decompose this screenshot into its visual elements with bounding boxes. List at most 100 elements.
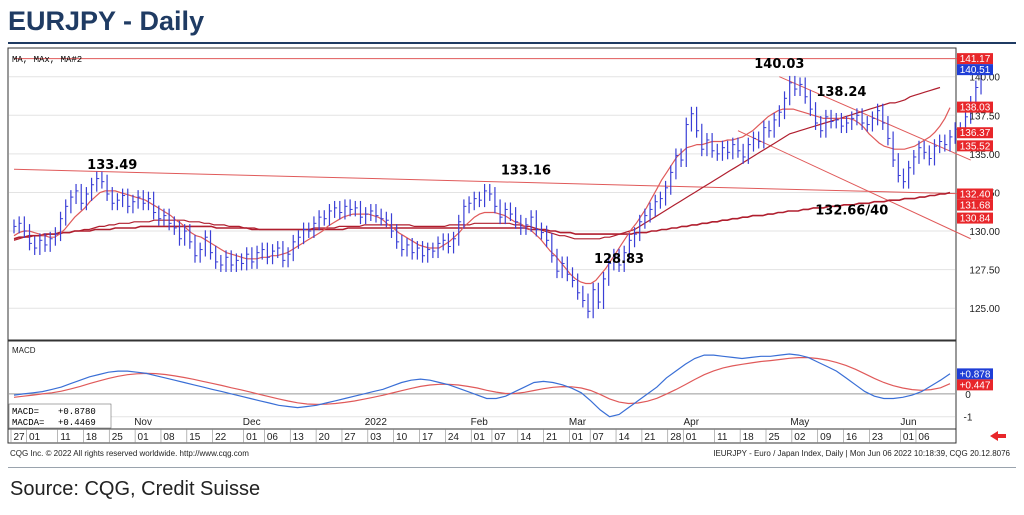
date-tick-label: 01 xyxy=(29,432,41,443)
page-title: EURJPY - Daily xyxy=(8,6,205,36)
price-value-label-box xyxy=(957,127,993,139)
date-tick-label: 06 xyxy=(267,432,279,443)
price-value-label: 136.37 xyxy=(960,128,991,139)
date-tick-label: 14 xyxy=(618,432,630,443)
trendline xyxy=(779,76,971,161)
date-tick-label: 23 xyxy=(872,432,884,443)
date-tick-label: 11 xyxy=(60,432,71,443)
date-tick-label: 07 xyxy=(593,432,605,443)
macd-readout-box xyxy=(8,403,112,429)
macd-line xyxy=(13,353,951,418)
price-value-label: 130.84 xyxy=(960,214,991,225)
macd-readout-value: +0.8780 xyxy=(58,407,96,417)
ma-short-line xyxy=(13,107,951,285)
date-tick-label: 08 xyxy=(163,432,175,443)
date-tick-label: 13 xyxy=(293,432,305,443)
price-value-label: 131.68 xyxy=(960,201,991,212)
price-tick-label: 127.50 xyxy=(969,266,1000,277)
legend-text: MA, MAx, MA#2 xyxy=(12,55,82,65)
price-value-label: 135.52 xyxy=(960,141,991,152)
date-tick-label: 21 xyxy=(546,432,558,443)
grid xyxy=(9,76,955,418)
date-tick-label: 01 xyxy=(686,432,698,443)
price-value-label: 141.17 xyxy=(960,54,991,65)
ma-medium-line xyxy=(13,86,941,241)
month-label: Nov xyxy=(134,417,152,428)
macd-tick-label: -1 xyxy=(964,413,973,424)
price-bars xyxy=(13,62,984,319)
macd-value-label-box xyxy=(957,379,993,391)
price-value-label-box xyxy=(957,212,993,224)
scroll-left-arrow-icon[interactable] xyxy=(990,431,1006,441)
ma-long-line xyxy=(13,191,951,240)
chart-svg: 133.49 133.16128.83140.03138.24132.66/40 … xyxy=(7,47,1011,458)
date-tick-label: 15 xyxy=(189,432,201,443)
price-annotation: 138.24 xyxy=(816,85,866,100)
price-value-label-box xyxy=(957,140,993,152)
title-rule xyxy=(8,42,1016,44)
date-tick-label: 11 xyxy=(717,432,728,443)
macd-signal-line xyxy=(13,357,951,406)
date-tick-label: 10 xyxy=(396,432,408,443)
month-label: Feb xyxy=(471,417,489,428)
price-tick-label: 140.00 xyxy=(969,73,1000,84)
date-tick-label: 16 xyxy=(846,432,858,443)
macd-lines xyxy=(13,353,951,418)
price-tick-label: 125.00 xyxy=(969,304,1000,315)
macd-value-label: +0.447 xyxy=(960,380,991,391)
price-value-label-box xyxy=(957,101,993,113)
month-label: Jun xyxy=(900,417,916,428)
macda-readout-value: +0.4469 xyxy=(58,418,96,428)
price-annotation: 140.03 xyxy=(754,57,804,72)
date-tick-label: 22 xyxy=(215,432,227,443)
annotations: 133.49 133.16 128.83 140.03 138.24 132.66/40 xyxy=(87,57,888,267)
date-tick-label: 17 xyxy=(422,432,434,443)
date-tick-label: 06 xyxy=(918,432,930,443)
trendline xyxy=(737,130,971,240)
footer-rule xyxy=(8,467,1016,468)
date-tick-label: 27 xyxy=(13,432,25,443)
price-value-label-box xyxy=(957,188,993,200)
price-value-label-box xyxy=(957,53,993,65)
price-value-label-box xyxy=(957,199,993,211)
date-tick-label: 25 xyxy=(768,432,780,443)
date-axis-panel xyxy=(7,428,957,444)
date-tick-label: 24 xyxy=(448,432,460,443)
macd-title: MACD xyxy=(12,346,36,355)
date-tick-label: 20 xyxy=(319,432,331,443)
price-value-label: 138.03 xyxy=(960,103,991,114)
month-label: May xyxy=(790,417,809,428)
date-tick-label: 25 xyxy=(112,432,124,443)
date-tick-label: 27 xyxy=(344,432,356,443)
month-label: Dec xyxy=(243,417,261,428)
price-tick-label: 135.00 xyxy=(969,150,1000,161)
price-annotation: 133.16 xyxy=(501,163,551,178)
price-value-label-box xyxy=(957,64,993,76)
date-tick-label: 14 xyxy=(520,432,532,443)
price-value-label: 132.40 xyxy=(960,190,991,201)
macd-value-label: +0.878 xyxy=(960,369,991,380)
price-annotation: 128.83 xyxy=(594,252,644,267)
price-tick-label: 130.00 xyxy=(969,227,1000,238)
date-tick-label: 07 xyxy=(494,432,506,443)
date-tick-label: 01 xyxy=(903,432,915,443)
date-tick-label: 02 xyxy=(794,432,806,443)
macd-tick-label: 0 xyxy=(965,390,971,401)
macd-panel xyxy=(7,340,957,430)
date-tick-label: 01 xyxy=(572,432,584,443)
date-tick-label: 01 xyxy=(474,432,486,443)
date-tick-label: 01 xyxy=(246,432,258,443)
date-tick-label: 01 xyxy=(138,432,150,443)
source-note: Source: CQG, Credit Suisse xyxy=(10,478,261,500)
date-tick-label: 21 xyxy=(644,432,656,443)
price-annotation: 133.49 xyxy=(87,158,137,173)
price-annotation: 132.66/40 xyxy=(815,203,888,218)
trendlines xyxy=(13,58,971,240)
trendline xyxy=(13,168,971,195)
price-value-label: 140.51 xyxy=(960,65,991,76)
date-tick-label: 28 xyxy=(670,432,682,443)
macd-value-label-box xyxy=(957,368,993,380)
macda-readout-label: MACDA= xyxy=(12,418,44,428)
axes: 140.00137.50135.00132.50130.00127.50125.… xyxy=(10,53,1000,443)
date-tick-label: 09 xyxy=(820,432,832,443)
